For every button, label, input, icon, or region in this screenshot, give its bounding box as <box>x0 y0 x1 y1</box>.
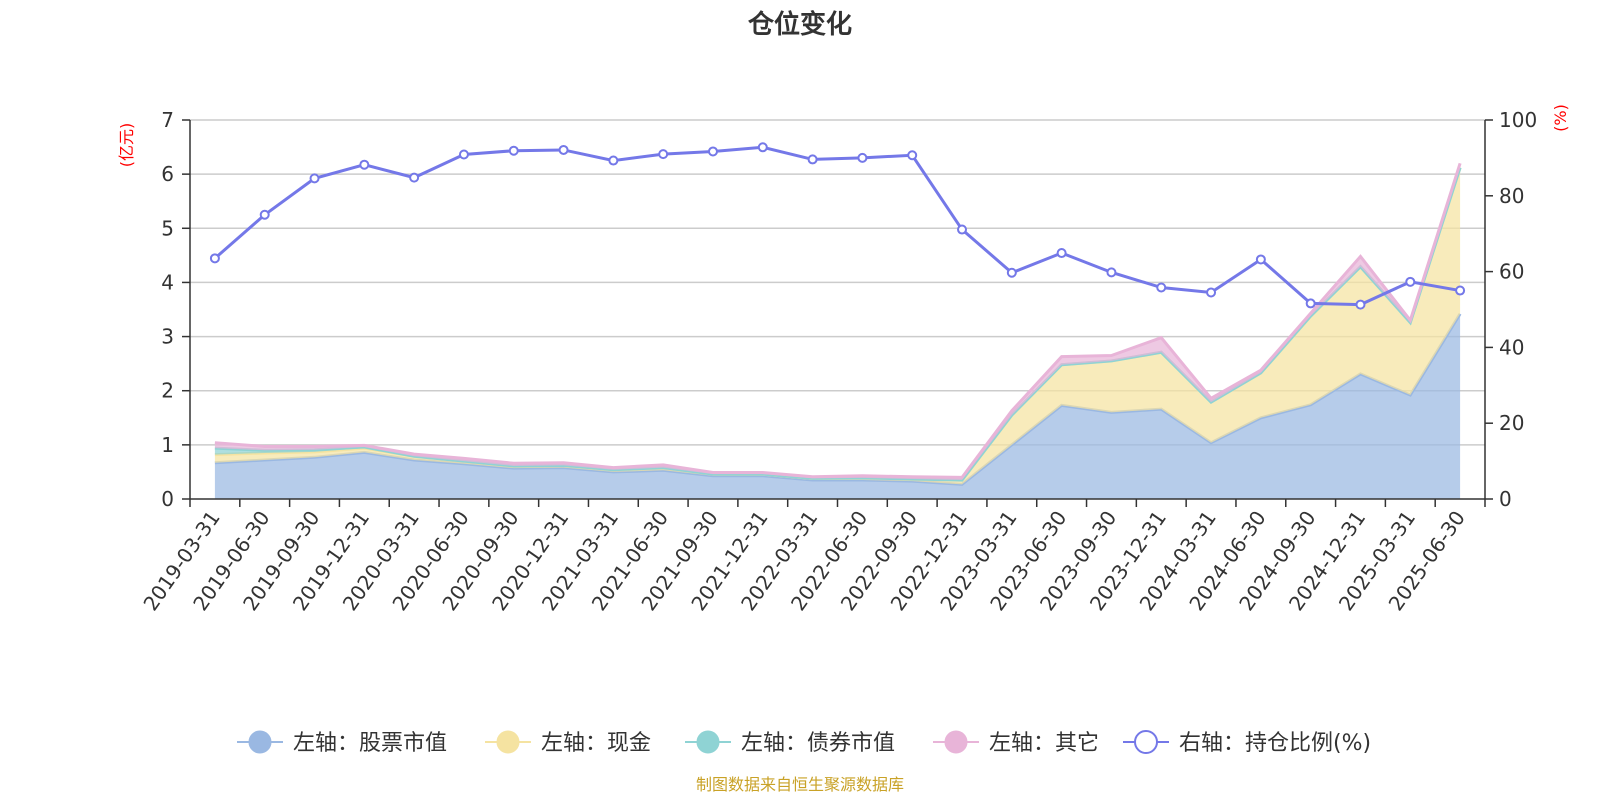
legend-marker <box>944 730 968 754</box>
ratio-point <box>1305 298 1316 309</box>
cash-area <box>214 167 1461 485</box>
ratio-point <box>1206 287 1217 298</box>
legend-marker <box>496 730 520 754</box>
ratio-point <box>658 149 669 160</box>
left-axis-unit: (亿元) <box>117 123 136 168</box>
ratio-point <box>1106 267 1117 278</box>
legend-label: 左轴：现金 <box>541 731 651 756</box>
legend-item: 左轴：其它 <box>933 730 1099 756</box>
right-tick-label: 80 <box>1499 184 1524 208</box>
data-source-note: 制图数据来自恒生聚源数据库 <box>696 775 904 794</box>
left-tick-label: 3 <box>161 325 174 349</box>
ratio-point <box>857 152 868 163</box>
right-tick-label: 60 <box>1499 260 1524 284</box>
ratio-point <box>209 253 220 264</box>
right-tick-label: 0 <box>1499 487 1512 511</box>
legend-label: 左轴：其它 <box>989 731 1099 756</box>
legend: 左轴：股票市值 左轴：现金 左轴：债券市值 左轴：其它 右轴：持仓比例(%) <box>237 730 1371 756</box>
ratio-point <box>359 159 370 170</box>
other-area-edge <box>214 162 1462 479</box>
ratio-point <box>558 144 569 155</box>
ratio-point <box>957 224 968 235</box>
legend-label: 左轴：股票市值 <box>293 731 447 756</box>
legend-marker <box>696 730 720 754</box>
ratio-line <box>213 145 1461 307</box>
series-areas <box>214 162 1462 499</box>
legend-item: 左轴：现金 <box>485 730 651 756</box>
ratio-point <box>259 209 270 220</box>
right-tick-label: 40 <box>1499 335 1524 359</box>
ratio-point <box>757 142 768 153</box>
chart-title: 仓位变化 <box>747 9 852 40</box>
right-tick-label: 20 <box>1499 411 1524 435</box>
ratio-point <box>1355 299 1366 310</box>
left-tick-label: 6 <box>161 162 174 186</box>
ratio-point <box>1006 267 1017 278</box>
stock-value-area <box>214 313 1461 499</box>
legend-marker <box>1134 730 1158 754</box>
ratio-point <box>1056 248 1067 259</box>
ratio-series <box>209 142 1466 310</box>
ratio-point <box>309 173 320 184</box>
left-tick-label: 4 <box>161 270 174 294</box>
ratio-point <box>409 172 420 183</box>
legend-marker <box>248 730 272 754</box>
left-tick-label: 1 <box>161 433 174 457</box>
left-tick-label: 0 <box>161 487 174 511</box>
ratio-point <box>907 150 918 161</box>
ratio-point <box>707 146 718 157</box>
ratio-point <box>1156 282 1167 293</box>
other-area <box>214 163 1461 481</box>
left-tick-label: 7 <box>161 108 174 132</box>
legend-item: 左轴：债券市值 <box>685 730 895 756</box>
ratio-point <box>1455 285 1466 296</box>
right-axis-unit: (%) <box>1551 104 1570 132</box>
ratio-point <box>1405 276 1416 287</box>
right-tick-label: 100 <box>1499 108 1537 132</box>
ratio-point <box>508 145 519 156</box>
left-tick-label: 2 <box>161 379 174 403</box>
ratio-point <box>1255 254 1266 265</box>
legend-item: 右轴：持仓比例(%) <box>1123 730 1371 756</box>
legend-label: 左轴：债券市值 <box>741 731 895 756</box>
left-tick-label: 5 <box>161 216 174 240</box>
ratio-point <box>608 155 619 166</box>
ratio-point <box>458 149 469 160</box>
legend-label: 右轴：持仓比例(%) <box>1179 731 1371 756</box>
legend-item: 左轴：股票市值 <box>237 730 447 756</box>
ratio-point <box>807 154 818 165</box>
